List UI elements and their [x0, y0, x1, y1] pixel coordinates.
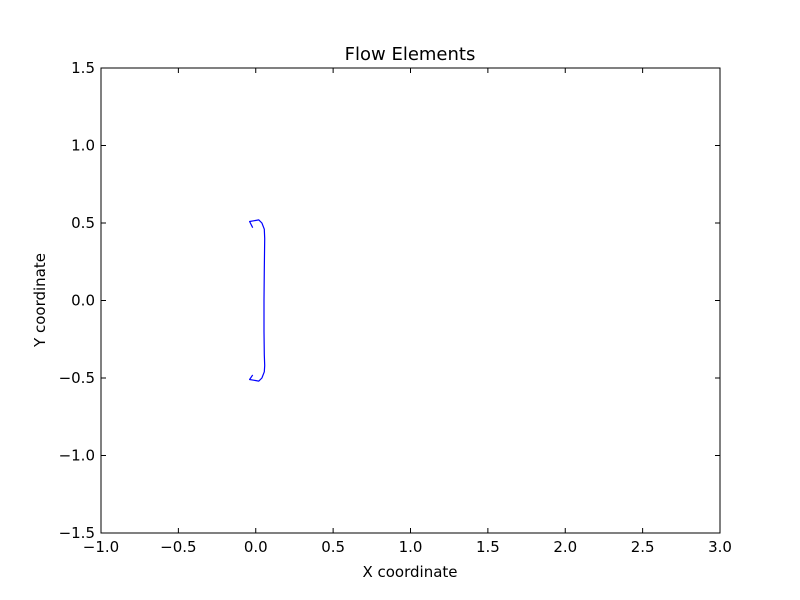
y-tick-label: 1.0 [71, 137, 95, 155]
y-tick-label: −0.5 [59, 369, 95, 387]
y-tick-label: −1.0 [59, 447, 95, 465]
y-axis: −1.5 −1.0 −0.5 0.0 0.5 1.0 1.5 [59, 59, 720, 542]
x-tick-label: 2.5 [631, 538, 655, 556]
y-tick-label: 0.5 [71, 214, 95, 232]
x-tick-label: 0.0 [244, 538, 268, 556]
series-layer [249, 219, 266, 382]
plot-area [100, 67, 721, 534]
x-axis: −1.0 −0.5 0.0 0.5 1.0 1.5 2.0 2.5 3.0 [83, 68, 732, 556]
y-tick-label: −1.5 [59, 524, 95, 542]
chart-title: Flow Elements [345, 44, 476, 65]
x-tick-label: −0.5 [160, 538, 196, 556]
series-line [249, 219, 266, 382]
x-tick-label: 3.0 [708, 538, 732, 556]
plot-frame [100, 67, 721, 534]
x-tick-label: 2.0 [553, 538, 577, 556]
x-tick-label: 1.5 [476, 538, 500, 556]
x-tick-label: 0.5 [321, 538, 345, 556]
x-tick-label: −1.0 [83, 538, 119, 556]
y-tick-label: 1.5 [71, 59, 95, 77]
x-tick-label: 1.0 [399, 538, 423, 556]
y-tick-label: 0.0 [71, 292, 95, 310]
x-axis-label: X coordinate [362, 563, 457, 581]
y-axis-label: Y coordinate [31, 253, 49, 348]
